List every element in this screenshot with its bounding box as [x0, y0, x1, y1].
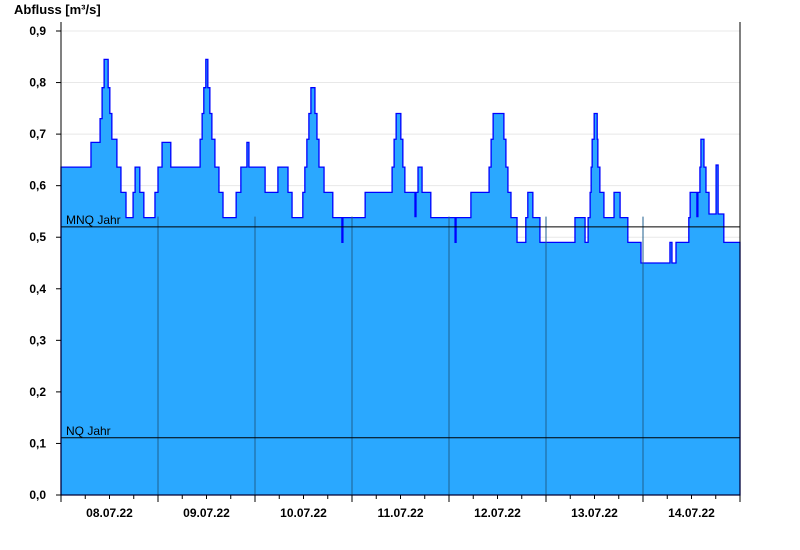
x-tick-label: 09.07.22 — [183, 506, 230, 520]
x-tick-label: 13.07.22 — [571, 506, 618, 520]
axes: 0,0 0,1 0,2 0,3 0,4 0,5 0,6 0,7 0,8 0,9 08.07.22 09… — [29, 22, 741, 520]
y-axis-label: Abfluss [m³/s] — [14, 2, 101, 17]
y-tick-label: 0,6 — [29, 179, 46, 193]
y-tick-label: 0,4 — [29, 282, 46, 296]
y-tick-label: 0,8 — [29, 76, 46, 90]
y-tick-label: 0,1 — [29, 436, 46, 450]
day-separators — [157, 216, 644, 495]
x-tick-label: 11.07.22 — [377, 506, 423, 520]
y-tick-label: 0,3 — [29, 333, 46, 347]
y-tick-label: 0,2 — [29, 385, 46, 399]
reference-line-label: NQ Jahr — [66, 424, 111, 438]
x-tick-label: 10.07.22 — [280, 506, 327, 520]
reference-line-label: MNQ Jahr — [66, 213, 121, 227]
discharge-area — [60, 58, 741, 496]
reference-lines: MNQ Jahr NQ Jahr — [61, 213, 740, 439]
y-tick-label: 0,7 — [29, 127, 46, 141]
x-tick-label: 14.07.22 — [668, 506, 715, 520]
y-tick-label: 0,9 — [29, 24, 46, 38]
x-tick-label: 12.07.22 — [474, 506, 521, 520]
y-tick-label: 0,0 — [29, 488, 46, 502]
x-tick-label: 08.07.22 — [86, 506, 133, 520]
y-tick-label: 0,5 — [29, 230, 46, 244]
